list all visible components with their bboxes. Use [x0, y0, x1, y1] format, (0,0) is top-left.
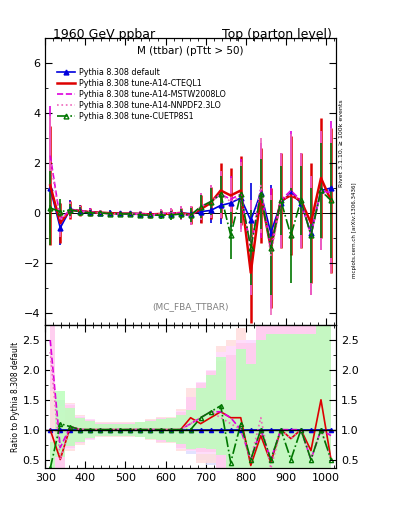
Text: 1960 GeV ppbar: 1960 GeV ppbar [53, 28, 155, 41]
Text: Rivet 3.1.10, ≥ 100k events: Rivet 3.1.10, ≥ 100k events [339, 99, 344, 187]
Text: mcplots.cern.ch [arXiv:1306.3436]: mcplots.cern.ch [arXiv:1306.3436] [352, 183, 357, 278]
Text: (MC_FBA_TTBAR): (MC_FBA_TTBAR) [152, 302, 229, 311]
Text: M (ttbar) (pTtt > 50): M (ttbar) (pTtt > 50) [138, 46, 244, 56]
Text: Top (parton level): Top (parton level) [222, 28, 332, 41]
Legend: Pythia 8.308 default, Pythia 8.308 tune-A14-CTEQL1, Pythia 8.308 tune-A14-MSTW20: Pythia 8.308 default, Pythia 8.308 tune-… [55, 66, 228, 123]
Y-axis label: Ratio to Pythia 8.308 default: Ratio to Pythia 8.308 default [11, 342, 20, 452]
